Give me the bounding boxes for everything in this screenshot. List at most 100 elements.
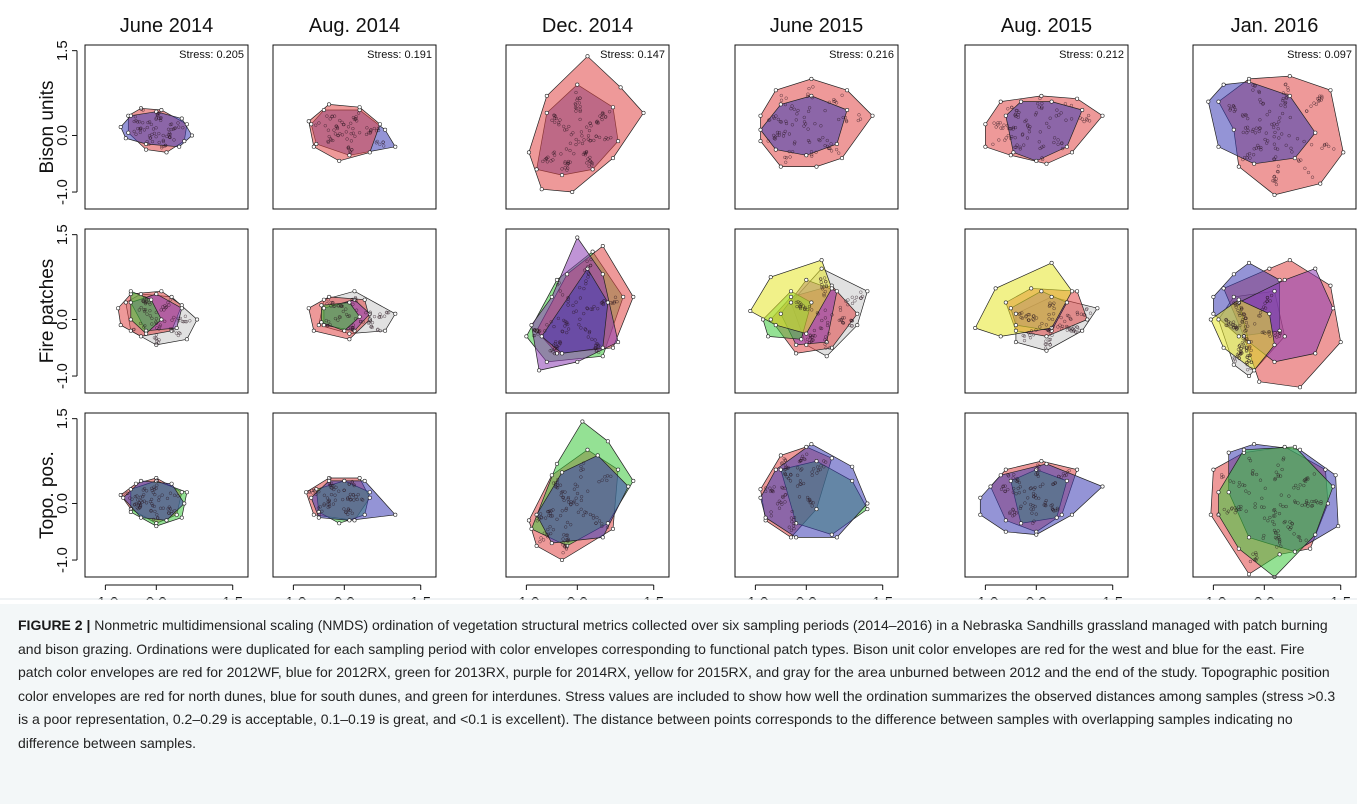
- sample-point: [808, 334, 812, 338]
- sample-point: [342, 488, 346, 493]
- sample-point: [790, 123, 795, 127]
- sample-point: [1275, 335, 1279, 339]
- sample-point: [1272, 174, 1277, 179]
- sample-point: [809, 93, 814, 98]
- sample-point: [840, 93, 844, 97]
- sample-point: [810, 338, 814, 342]
- sample-point: [551, 350, 555, 354]
- sample-point: [1088, 311, 1093, 315]
- sample-point: [998, 99, 1003, 104]
- sample-point: [793, 140, 797, 144]
- sample-point: [610, 156, 615, 161]
- sample-point: [1054, 515, 1059, 520]
- sample-point: [128, 487, 133, 492]
- sample-point: [1276, 127, 1280, 131]
- panel-frame: [1192, 412, 1357, 578]
- sample-point: [350, 297, 354, 302]
- sample-point: [1015, 143, 1019, 147]
- sample-point: [184, 490, 189, 495]
- sample-point: [764, 486, 768, 490]
- sample-point: [184, 122, 189, 127]
- sample-point: [563, 543, 568, 548]
- sample-point: [1237, 505, 1241, 509]
- sample-point: [600, 535, 605, 540]
- sample-point: [1248, 559, 1253, 564]
- sample-point: [317, 512, 322, 516]
- sample-point: [164, 150, 169, 155]
- sample-point: [1298, 483, 1302, 487]
- sample-point: [177, 144, 182, 149]
- sample-point: [1025, 136, 1030, 140]
- sample-point: [116, 306, 121, 311]
- sample-point: [1241, 157, 1245, 162]
- sample-point: [571, 303, 575, 308]
- sample-point: [145, 139, 149, 144]
- sample-point: [600, 345, 605, 350]
- sample-point: [1044, 348, 1049, 353]
- sample-point: [1249, 366, 1253, 371]
- sample-point: [1276, 331, 1280, 335]
- sample-point: [349, 132, 353, 136]
- sample-point: [607, 110, 612, 114]
- sample-point: [1013, 136, 1017, 140]
- sample-point: [1013, 112, 1018, 116]
- sample-point: [314, 142, 319, 147]
- sample-point: [540, 516, 544, 520]
- sample-point: [1306, 476, 1310, 480]
- sample-point: [1313, 532, 1318, 537]
- sample-point: [609, 301, 613, 305]
- sample-point: [538, 540, 542, 544]
- sample-point: [1039, 459, 1044, 464]
- sample-point: [142, 499, 146, 503]
- sample-point: [818, 326, 823, 330]
- sample-point: [1044, 323, 1049, 327]
- sample-point: [361, 498, 365, 502]
- sample-point: [316, 323, 321, 328]
- sample-point: [1318, 94, 1322, 98]
- sample-point: [311, 144, 316, 149]
- sample-point: [789, 516, 794, 520]
- sample-point: [610, 526, 615, 531]
- sample-point: [1295, 137, 1300, 141]
- sample-point: [1284, 143, 1288, 147]
- sample-point: [149, 122, 154, 127]
- sample-point: [584, 279, 588, 283]
- sample-point: [1264, 131, 1268, 135]
- sample-point: [554, 116, 559, 121]
- x-tick-label: -1.0: [92, 594, 118, 600]
- sample-point: [834, 289, 839, 294]
- sample-point: [322, 503, 326, 507]
- sample-point: [1272, 522, 1276, 527]
- sample-point: [1239, 346, 1244, 351]
- sample-point: [769, 510, 773, 514]
- sample-point: [810, 308, 814, 312]
- sample-point: [758, 495, 763, 500]
- sample-point: [1075, 312, 1080, 316]
- sample-point: [1251, 83, 1255, 87]
- sample-point: [773, 88, 778, 93]
- sample-point: [780, 502, 784, 506]
- sample-point: [351, 328, 355, 332]
- panel-frame: [964, 44, 1129, 210]
- sample-point: [1275, 147, 1280, 151]
- sample-point: [578, 296, 583, 300]
- sample-point: [549, 159, 553, 163]
- panel-frame: [272, 412, 437, 578]
- sample-point: [157, 495, 161, 499]
- sample-point: [172, 315, 176, 320]
- sample-point: [1046, 328, 1051, 333]
- sample-point: [1226, 490, 1231, 495]
- sample-point: [1047, 125, 1051, 129]
- sample-point: [1252, 368, 1257, 373]
- sample-point: [1003, 113, 1008, 118]
- sample-point: [837, 151, 841, 155]
- sample-point: [1060, 326, 1064, 331]
- panel: [734, 412, 899, 578]
- sample-point: [778, 311, 783, 316]
- sample-point: [169, 122, 174, 126]
- sample-point: [169, 294, 174, 299]
- sample-point: [808, 341, 812, 345]
- panel: Stress: 0.147: [505, 44, 670, 210]
- sample-point: [1243, 325, 1248, 329]
- sample-point: [367, 495, 372, 500]
